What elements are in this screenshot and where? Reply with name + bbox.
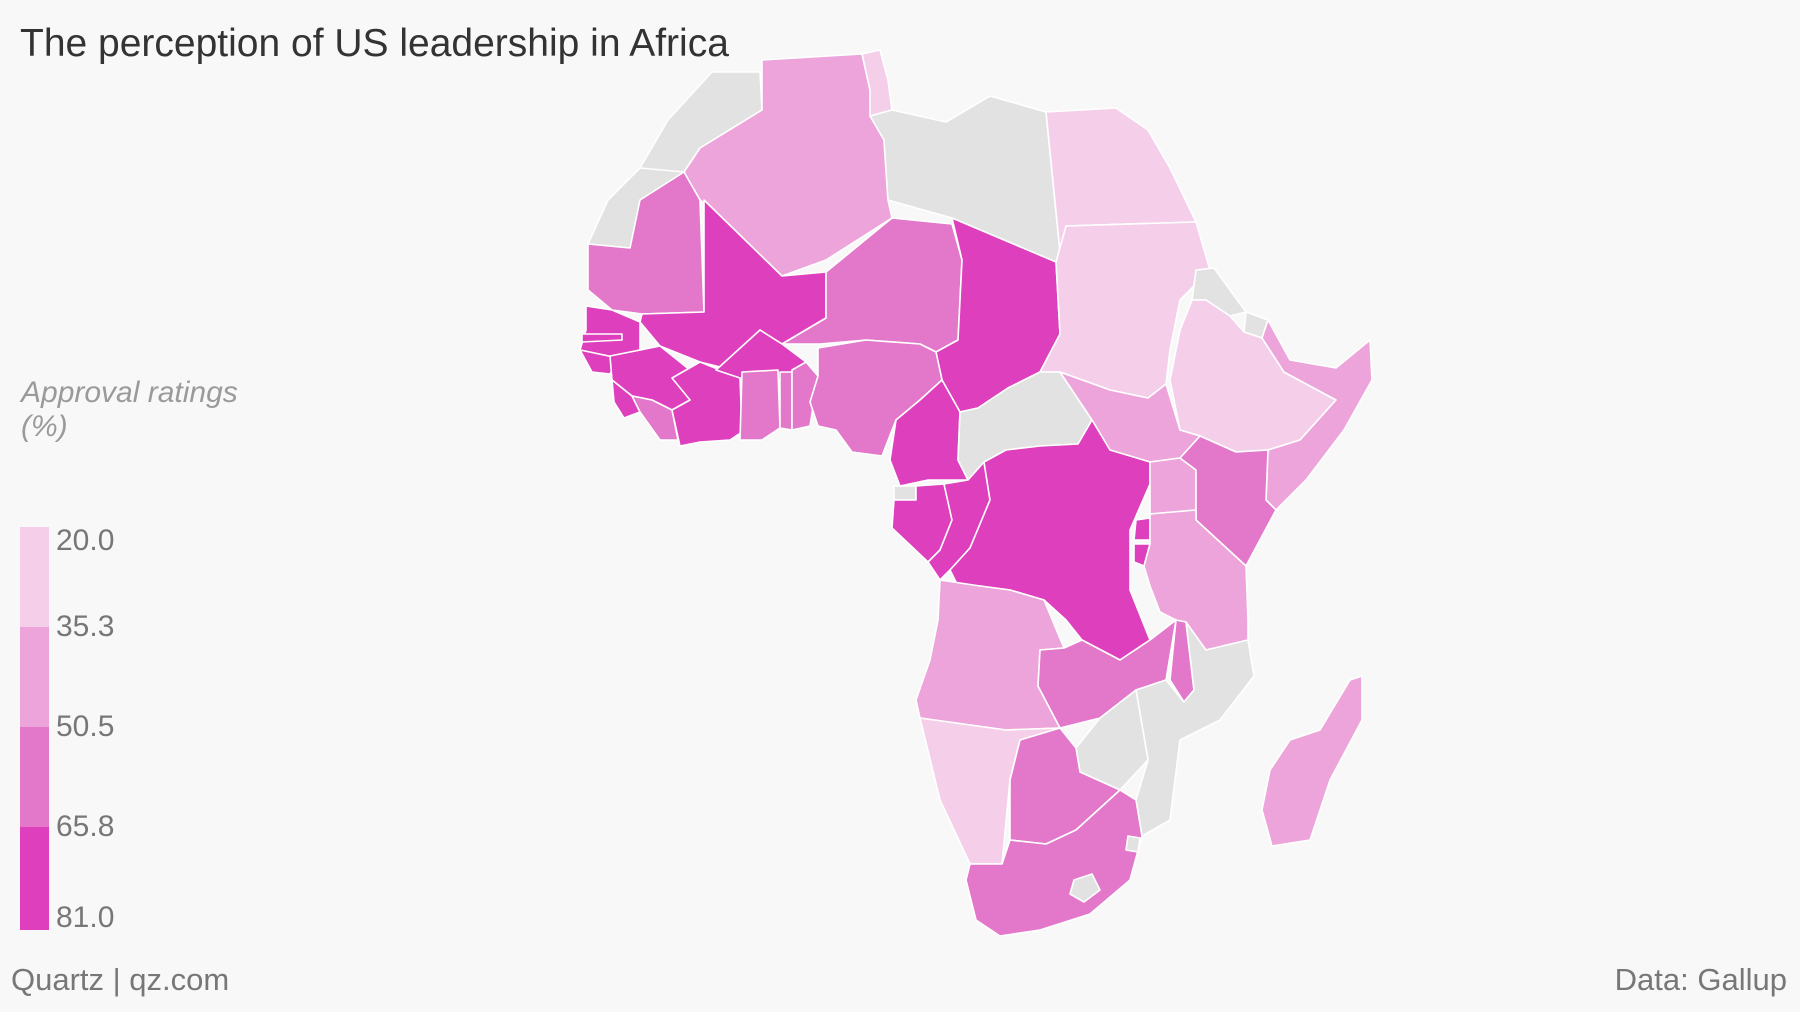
country-madagascar[interactable] [1261,675,1363,847]
country-nigeria[interactable] [809,339,943,457]
country-gambia[interactable] [581,333,623,343]
country-mauritania[interactable] [587,171,705,315]
legend-swatch [20,627,49,727]
country-sierra-leone[interactable] [611,379,641,419]
country-south-africa[interactable] [965,789,1143,937]
country-ghana[interactable] [739,369,781,441]
legend-title-line2: (%) [21,410,68,443]
legend-swatch [20,527,49,627]
country-guinea-bissau[interactable] [579,349,619,375]
country-kenya[interactable] [1179,435,1277,567]
legend-tick-label: 65.8 [56,810,115,843]
footer-data-credit: Data: Gallup [1614,962,1787,997]
legend-swatch [20,727,49,827]
legend-tick-label: 81.0 [56,901,115,934]
country-lesotho[interactable] [1069,873,1101,903]
chart-title: The perception of US leadership in Afric… [20,22,729,65]
footer-source-brand: Quartz | qz.com [11,962,230,997]
country-swaziland[interactable] [1125,835,1141,853]
legend-swatch [20,827,49,930]
legend-tick-label: 50.5 [56,710,115,743]
legend-title-line1: Approval ratings [21,376,238,409]
legend-title: Approval ratings (%) [21,376,238,444]
legend-tick-label: 35.3 [56,610,115,643]
legend-tick-label: 20.0 [56,524,115,557]
